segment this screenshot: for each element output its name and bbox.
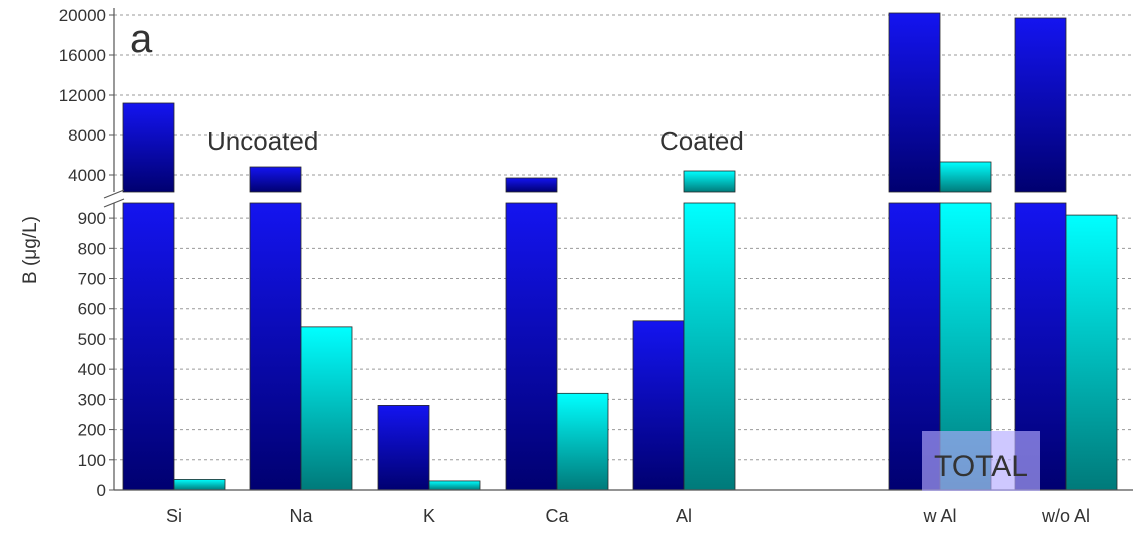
y-tick-label: 900 — [78, 209, 106, 228]
bar-uncoated-upper — [505, 177, 558, 193]
x-tick-label: Al — [676, 506, 692, 526]
x-tick-label: w Al — [922, 506, 956, 526]
x-tick-label: Ca — [545, 506, 569, 526]
y-tick-label: 0 — [97, 481, 106, 500]
x-tick-label: K — [423, 506, 435, 526]
y-tick-label: 800 — [78, 239, 106, 258]
y-tick-label: 300 — [78, 390, 106, 409]
bar-coated — [300, 326, 353, 491]
y-axis-title: B (μg/L) — [20, 216, 41, 284]
y-tick-label: 4000 — [68, 166, 106, 185]
bar-uncoated — [632, 320, 685, 491]
y-tick-label: 16000 — [59, 46, 106, 65]
y-tick-label: 400 — [78, 360, 106, 379]
y-tick-label: 100 — [78, 451, 106, 470]
bar-uncoated-upper — [249, 166, 302, 193]
bar-coated — [556, 392, 609, 491]
y-tick-label: 500 — [78, 330, 106, 349]
bar-uncoated-upper — [122, 102, 175, 193]
axis-break-mark — [103, 198, 125, 208]
bar-coated-upper — [939, 161, 992, 193]
y-tick-label: 200 — [78, 421, 106, 440]
bars — [0, 12, 1133, 491]
bar-uncoated-upper — [1014, 17, 1067, 193]
bar-coated-upper — [683, 170, 736, 193]
y-tick-label: 20000 — [59, 6, 106, 25]
bar-coated — [428, 480, 481, 491]
annotation-total: TOTAL — [934, 450, 1028, 483]
x-tick-label: w/o Al — [1041, 506, 1090, 526]
y-tick-label: 600 — [78, 300, 106, 319]
panel-label: a — [130, 17, 153, 61]
bar-coated-lower — [683, 202, 736, 491]
bar-uncoated-lower — [505, 202, 558, 491]
bar-uncoated — [377, 405, 430, 491]
y-tick-label: 8000 — [68, 126, 106, 145]
y-tick-label: 12000 — [59, 86, 106, 105]
axis-break-mark — [103, 189, 125, 199]
x-tick-label: Si — [166, 506, 182, 526]
bar-coated — [1065, 214, 1118, 491]
annotation-uncoated: Uncoated — [207, 126, 318, 156]
total-box — [922, 431, 1040, 491]
axis-break-gap — [0, 193, 1133, 202]
bar-uncoated-upper — [888, 12, 941, 193]
annotation-coated: Coated — [660, 126, 744, 156]
y-tick-label: 700 — [78, 270, 106, 289]
bar-uncoated-lower — [249, 202, 302, 491]
x-tick-label: Na — [289, 506, 313, 526]
bar-uncoated-lower — [122, 202, 175, 491]
bar-coated — [173, 479, 226, 491]
